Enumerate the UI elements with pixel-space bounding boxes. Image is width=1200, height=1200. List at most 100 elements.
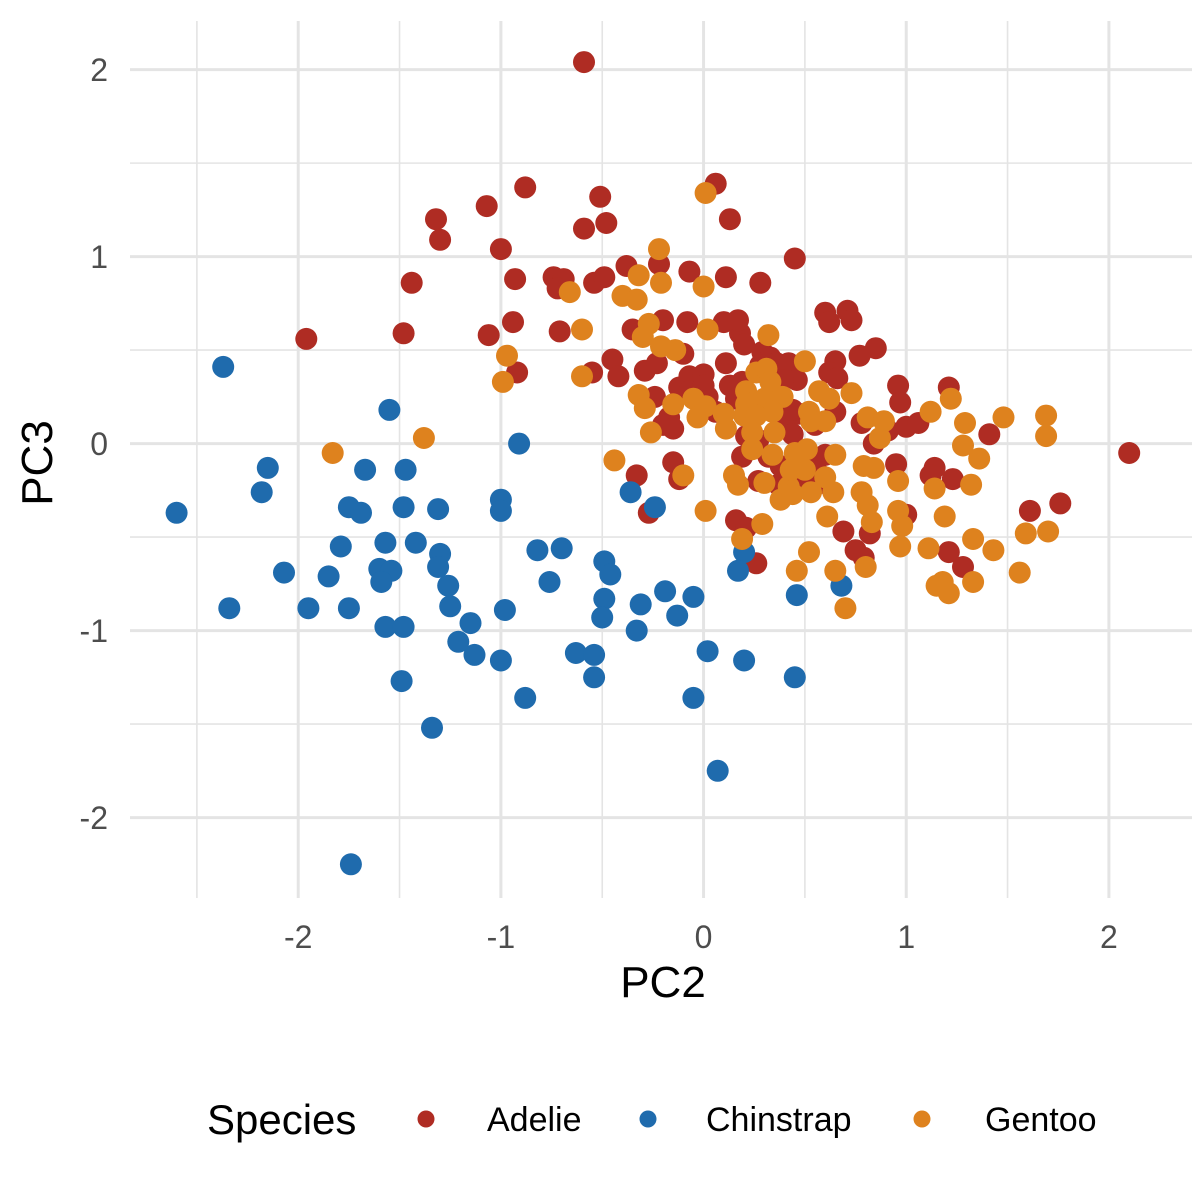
point-chinstrap	[404, 531, 427, 554]
point-chinstrap	[339, 853, 362, 876]
point-chinstrap	[370, 571, 393, 593]
point-adelie	[475, 195, 498, 218]
point-chinstrap	[514, 686, 537, 709]
point-gentoo	[694, 182, 717, 204]
point-adelie	[662, 417, 685, 440]
y-axis-title: PC3	[13, 420, 62, 506]
x-tick-label--2: -2	[284, 919, 312, 955]
point-adelie	[889, 391, 912, 414]
series-gentoo	[321, 182, 1060, 620]
point-chinstrap	[727, 559, 749, 582]
legend-label-chinstrap: Chinstrap	[706, 1101, 852, 1139]
point-chinstrap	[583, 643, 606, 666]
point-gentoo	[714, 417, 737, 440]
point-adelie	[826, 367, 849, 390]
point-chinstrap	[437, 574, 460, 597]
point-chinstrap	[390, 670, 413, 693]
point-adelie	[1018, 499, 1041, 522]
point-adelie	[514, 176, 537, 199]
point-chinstrap	[354, 458, 377, 481]
point-chinstrap	[654, 580, 677, 603]
point-chinstrap	[538, 571, 561, 593]
point-gentoo	[412, 427, 435, 449]
point-gentoo	[558, 281, 581, 304]
point-gentoo	[779, 458, 802, 481]
point-gentoo	[800, 481, 822, 504]
legend: Species Adelie Chinstrap Gentoo	[207, 1096, 1097, 1143]
point-chinstrap	[427, 556, 450, 578]
point-gentoo	[856, 494, 879, 517]
point-chinstrap	[317, 565, 340, 588]
point-chinstrap	[550, 537, 573, 560]
point-gentoo	[625, 288, 648, 311]
point-adelie	[887, 374, 910, 397]
point-adelie	[400, 271, 423, 294]
point-chinstrap	[508, 432, 531, 455]
point-gentoo	[1037, 520, 1060, 543]
point-gentoo	[872, 410, 895, 433]
x-tick-label--1: -1	[487, 919, 515, 955]
point-adelie	[502, 311, 524, 334]
x-axis-tick-labels: -2 -1 0 1 2	[284, 919, 1118, 955]
point-chinstrap	[526, 539, 549, 562]
point-adelie	[783, 247, 806, 270]
point-adelie	[593, 266, 616, 289]
y-tick-label--1: -1	[80, 613, 108, 649]
point-chinstrap	[378, 398, 401, 421]
point-gentoo	[633, 397, 656, 420]
point-gentoo	[763, 421, 786, 444]
point-adelie	[885, 453, 908, 476]
point-chinstrap	[374, 531, 397, 554]
y-axis-tick-labels: 2 1 0 -1 -2	[80, 52, 108, 836]
point-chinstrap	[583, 666, 606, 689]
point-gentoo	[887, 470, 910, 492]
point-gentoo	[637, 312, 660, 335]
point-chinstrap	[625, 619, 648, 642]
y-tick-label--2: -2	[80, 800, 108, 836]
point-gentoo	[992, 406, 1015, 429]
point-chinstrap	[629, 593, 652, 616]
point-gentoo	[925, 574, 948, 597]
point-adelie	[295, 327, 318, 350]
point-adelie	[595, 212, 618, 234]
series-adelie	[295, 51, 1141, 578]
point-chinstrap	[666, 604, 689, 627]
point-adelie	[589, 185, 612, 208]
point-gentoo	[795, 438, 818, 461]
point-chinstrap	[643, 496, 666, 519]
point-chinstrap	[421, 716, 443, 739]
legend-item-adelie: Adelie	[417, 1101, 582, 1139]
point-adelie	[714, 266, 737, 289]
point-gentoo	[954, 412, 976, 434]
point-chinstrap	[392, 615, 415, 638]
point-gentoo	[491, 370, 514, 393]
point-gentoo	[917, 537, 940, 560]
point-gentoo	[960, 473, 983, 496]
point-adelie	[489, 238, 512, 261]
data-points	[165, 51, 1141, 876]
point-gentoo	[808, 380, 831, 403]
point-gentoo	[627, 264, 650, 287]
point-chinstrap	[392, 496, 415, 519]
x-tick-label-1: 1	[897, 919, 915, 955]
point-gentoo	[952, 434, 974, 457]
point-gentoo	[757, 324, 780, 347]
point-adelie	[781, 423, 804, 446]
point-chinstrap	[394, 458, 417, 481]
point-adelie	[645, 352, 668, 375]
point-chinstrap	[493, 599, 516, 621]
point-adelie	[678, 260, 701, 283]
point-gentoo	[1035, 404, 1058, 427]
point-gentoo	[496, 344, 518, 367]
point-gentoo	[982, 539, 1005, 562]
point-gentoo	[731, 528, 754, 550]
x-tick-label-0: 0	[695, 919, 713, 955]
point-gentoo	[751, 513, 774, 535]
point-chinstrap	[564, 642, 587, 664]
point-chinstrap	[350, 501, 372, 524]
point-chinstrap	[218, 597, 241, 620]
point-adelie	[477, 324, 500, 347]
point-adelie	[504, 268, 527, 291]
point-chinstrap	[682, 686, 705, 709]
